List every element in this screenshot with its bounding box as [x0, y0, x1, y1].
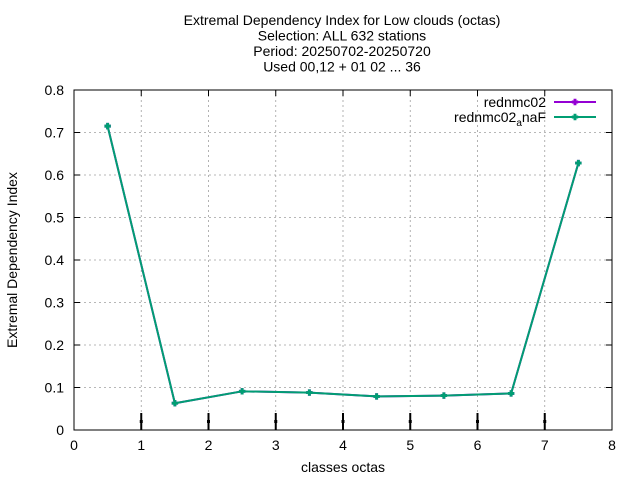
- chart-title: Extremal Dependency Index for Low clouds…: [184, 12, 501, 75]
- error-bar-point: [341, 420, 345, 423]
- x-tick-labels: 0 1 2 3 4 5 6 7 8: [70, 437, 616, 453]
- series-line: [106, 125, 580, 405]
- y-axis-label: Extremal Dependency Index: [4, 172, 20, 348]
- y-tick-label: 0.6: [45, 167, 65, 183]
- x-axis-label: classes octas: [301, 459, 385, 475]
- series: [104, 122, 582, 407]
- x-tick-label: 3: [272, 437, 280, 453]
- error-bars: [139, 413, 547, 430]
- data-point: [238, 388, 246, 395]
- data-point: [306, 389, 313, 396]
- error-bar: [476, 413, 479, 430]
- x-tick-label: 6: [474, 437, 482, 453]
- x-tick-label: 5: [406, 437, 414, 453]
- data-point: [373, 393, 380, 400]
- data-point: [440, 392, 448, 399]
- x-tick-label: 2: [205, 437, 213, 453]
- error-bar-point: [476, 420, 479, 423]
- legend-label-tail: naF: [522, 109, 546, 125]
- y-tick-labels: 0 0.1 0.2 0.3 0.4 0.5 0.6 0.7 0.8: [45, 82, 65, 438]
- y-tick-label: 0.1: [45, 380, 65, 396]
- legend-entry-1: rednmc02: [484, 94, 596, 110]
- title-line: Selection: ALL 632 stations: [258, 28, 426, 44]
- y-tick-label: 0.3: [45, 295, 65, 311]
- x-tick-label: 8: [608, 437, 616, 453]
- error-bar: [408, 413, 412, 430]
- x-tick-label: 1: [137, 437, 145, 453]
- y-tick-label: 0.7: [45, 125, 65, 141]
- y-tick-label: 0.8: [45, 82, 65, 98]
- x-tick-label: 7: [541, 437, 549, 453]
- title-line: Extremal Dependency Index for Low clouds…: [184, 12, 501, 28]
- error-bar: [341, 413, 345, 430]
- y-tick-label: 0.5: [45, 210, 65, 226]
- error-bar-point: [274, 420, 278, 423]
- legend-label: rednmc02: [484, 94, 546, 110]
- legend-entry-2: rednmc02anaF: [454, 109, 596, 129]
- data-point: [104, 122, 111, 130]
- legend-label-base: rednmc02: [454, 109, 516, 125]
- legend-marker: [571, 98, 579, 106]
- y-tick-label: 0.2: [45, 337, 65, 353]
- error-bar: [543, 413, 547, 430]
- series-2: [104, 122, 582, 407]
- error-bar-point: [139, 420, 143, 423]
- grid: [74, 90, 612, 430]
- error-bar: [207, 413, 210, 430]
- error-bar-point: [543, 420, 547, 423]
- error-bar: [139, 413, 143, 430]
- title-line: Used 00,12 + 01 02 ... 36: [263, 59, 421, 75]
- y-tick-label: 0: [56, 422, 64, 438]
- data-point: [507, 390, 515, 397]
- x-tick-label: 0: [70, 437, 78, 453]
- legend-label: rednmc02anaF: [454, 109, 546, 129]
- error-bar: [274, 413, 278, 430]
- y-tick-label: 0.4: [45, 252, 65, 268]
- error-bar-point: [207, 420, 210, 423]
- x-tick-label: 4: [339, 437, 347, 453]
- legend-label-subscript: a: [516, 118, 522, 129]
- data-point: [171, 400, 179, 407]
- error-bar-point: [408, 420, 412, 423]
- legend-marker: [571, 113, 579, 121]
- data-point: [575, 159, 582, 167]
- title-line: Period: 20250702-20250720: [253, 43, 431, 59]
